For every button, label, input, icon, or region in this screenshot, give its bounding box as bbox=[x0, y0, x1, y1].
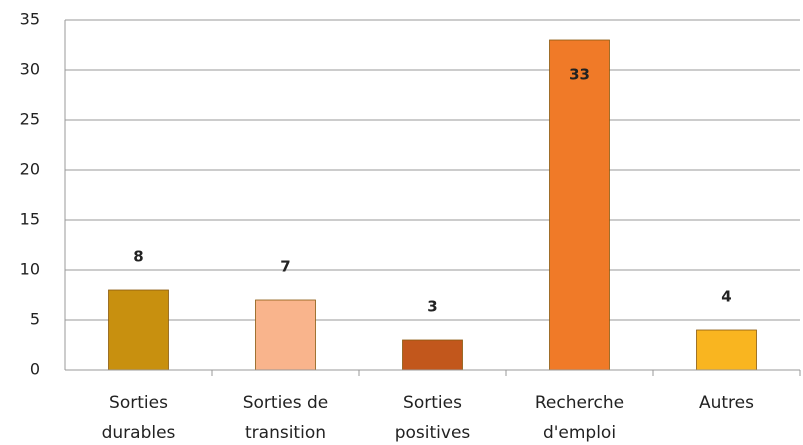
y-tick-label: 20 bbox=[20, 160, 40, 179]
value-label: 33 bbox=[569, 66, 590, 84]
x-tick-label: Recherche d'emploi bbox=[534, 393, 625, 443]
bar bbox=[402, 339, 463, 371]
bar bbox=[255, 299, 316, 371]
x-tick-label: Sorties positives bbox=[394, 393, 471, 443]
x-tick-label: Sorties durables bbox=[101, 393, 176, 443]
y-tick-label: 35 bbox=[20, 10, 40, 29]
value-label: 8 bbox=[133, 248, 143, 266]
y-tick-label: 5 bbox=[30, 310, 40, 329]
y-tick-label: 15 bbox=[20, 210, 40, 229]
y-tick-label: 25 bbox=[20, 110, 40, 129]
y-tick-label: 30 bbox=[20, 60, 40, 79]
x-tick-label: Autres bbox=[698, 393, 754, 413]
value-label: 7 bbox=[280, 258, 290, 276]
bar bbox=[696, 329, 757, 371]
bar bbox=[108, 289, 169, 371]
bar bbox=[549, 39, 610, 371]
y-tick-label: 10 bbox=[20, 260, 40, 279]
value-label: 3 bbox=[427, 298, 437, 316]
x-tick-label: Sorties de transition bbox=[242, 393, 329, 443]
value-label: 4 bbox=[721, 288, 731, 306]
y-tick-label: 0 bbox=[30, 360, 40, 379]
